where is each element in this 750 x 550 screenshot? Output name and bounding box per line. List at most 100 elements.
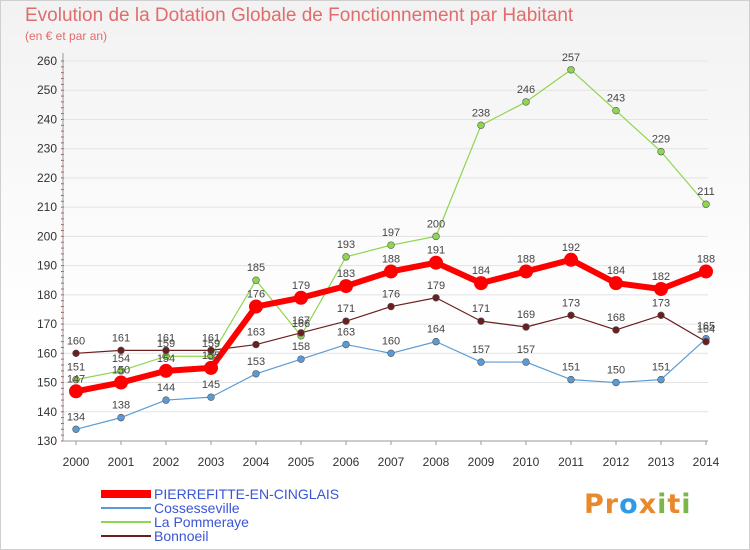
data-label: 191: [427, 245, 445, 257]
data-point: [204, 360, 218, 375]
y-tick-label: 190: [37, 259, 57, 273]
x-tick-label: 2014: [693, 455, 720, 469]
data-point: [612, 326, 620, 334]
data-label: 171: [337, 303, 355, 315]
data-point: [72, 349, 80, 358]
data-label: 171: [472, 303, 490, 315]
data-point: [612, 106, 620, 115]
data-label: 164: [427, 324, 445, 336]
data-point: [342, 253, 350, 261]
logo-letter: x: [638, 489, 658, 520]
data-label: 173: [652, 297, 670, 309]
data-point: [117, 367, 125, 375]
data-label: 154: [112, 353, 130, 365]
data-point: [702, 337, 710, 346]
data-point: [117, 413, 125, 422]
chart-title: Evolution de la Dotation Globale de Fonc…: [25, 5, 574, 26]
data-label: 192: [562, 242, 580, 254]
data-point: [699, 264, 713, 279]
data-label: 246: [517, 84, 535, 96]
data-point: [117, 346, 125, 355]
x-tick-label: 2007: [378, 455, 405, 469]
y-tick-label: 240: [37, 112, 57, 126]
data-label: 159: [157, 338, 175, 350]
data-label: 151: [652, 362, 670, 374]
data-label: 166: [292, 318, 310, 330]
data-label: 160: [67, 335, 85, 347]
data-label: 229: [652, 134, 670, 146]
data-label: 159: [202, 338, 220, 350]
x-tick-label: 2004: [243, 455, 270, 469]
data-label: 176: [247, 289, 265, 301]
data-label: 163: [247, 327, 265, 339]
data-label: 151: [67, 362, 85, 374]
data-point: [522, 323, 530, 331]
data-point: [384, 264, 398, 279]
y-tick-label: 180: [37, 288, 57, 302]
x-tick-label: 2003: [198, 455, 225, 469]
data-label: 184: [472, 265, 490, 277]
data-point: [567, 375, 575, 384]
data-label: 154: [157, 353, 175, 365]
y-tick-label: 150: [37, 376, 57, 390]
logo-letter: t: [667, 489, 682, 520]
x-tick-label: 2012: [603, 455, 630, 469]
data-point: [564, 252, 578, 267]
data-label: 200: [427, 218, 445, 230]
data-point: [342, 317, 350, 325]
logo-letter: o: [619, 489, 639, 520]
data-label: 169: [517, 309, 535, 321]
data-label: 151: [562, 362, 580, 374]
data-label: 197: [382, 227, 400, 239]
data-point: [567, 66, 575, 74]
data-point: [609, 276, 623, 291]
data-label: 168: [607, 312, 625, 324]
data-point: [162, 396, 170, 404]
data-label: 165: [697, 321, 715, 333]
data-point: [702, 200, 710, 208]
chart-subtitle: (en € et par an): [25, 29, 108, 43]
data-label: 157: [472, 344, 490, 356]
x-tick-label: 2009: [468, 455, 495, 469]
data-point: [519, 264, 533, 279]
logo-letter: r: [604, 489, 620, 520]
data-label: 161: [112, 332, 130, 344]
data-point: [252, 340, 260, 349]
x-tick-label: 2011: [558, 455, 584, 469]
data-label: 188: [697, 253, 715, 265]
legend-label: Bonnoeil: [154, 528, 209, 544]
data-point: [72, 425, 80, 434]
data-point: [657, 375, 665, 384]
data-label: 147: [67, 373, 85, 385]
data-label: 193: [337, 239, 355, 251]
data-point: [342, 340, 350, 349]
x-tick-label: 2005: [288, 455, 315, 469]
data-label: 150: [112, 365, 130, 377]
legend-label: PIERREFITTE-EN-CINGLAIS: [154, 486, 339, 502]
data-point: [252, 276, 260, 284]
data-label: 176: [382, 289, 400, 301]
y-tick-label: 210: [37, 200, 57, 214]
data-label: 164: [697, 324, 715, 336]
data-label: 157: [517, 344, 535, 356]
legend-label: Cossesseville: [154, 500, 240, 516]
data-point: [387, 302, 395, 311]
data-point: [477, 121, 485, 130]
data-label: 185: [247, 262, 265, 274]
data-label: 183: [337, 268, 355, 280]
y-tick-label: 230: [37, 142, 57, 156]
data-label: 138: [112, 400, 130, 412]
data-point: [612, 378, 620, 387]
data-point: [432, 337, 440, 346]
data-point: [657, 147, 665, 156]
data-label: 188: [517, 253, 535, 265]
data-point: [297, 355, 305, 363]
y-tick-label: 130: [37, 434, 57, 448]
data-point: [162, 346, 170, 355]
data-label: 238: [472, 107, 490, 119]
data-label: 179: [427, 280, 445, 292]
data-point: [252, 370, 260, 378]
data-label: 160: [382, 335, 400, 347]
